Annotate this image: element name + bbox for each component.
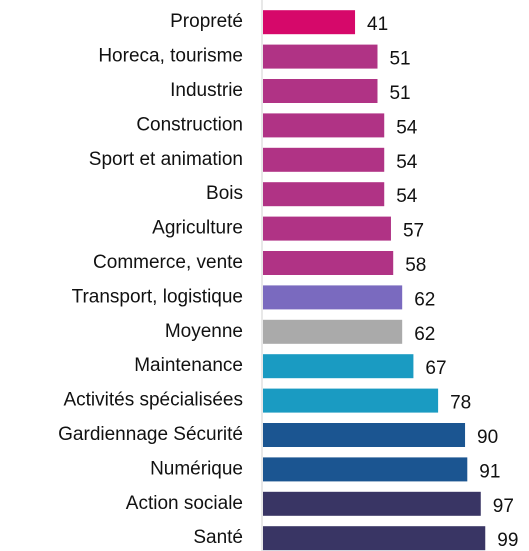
bar xyxy=(263,491,481,516)
value-label: 54 xyxy=(396,152,418,173)
bar xyxy=(263,388,439,413)
bar xyxy=(263,44,378,69)
value-label: 62 xyxy=(414,289,435,310)
category-label: Agriculture xyxy=(152,218,243,239)
category-label: Sport et animation xyxy=(89,149,243,170)
bar xyxy=(263,79,378,103)
category-label: Industrie xyxy=(170,80,243,101)
value-label: 54 xyxy=(396,117,418,138)
bar xyxy=(263,216,391,241)
value-label: 62 xyxy=(414,324,435,345)
category-label: Transport, logistique xyxy=(72,286,243,307)
value-label: 51 xyxy=(389,49,410,70)
bar xyxy=(263,147,385,172)
category-label: Numérique xyxy=(150,458,243,479)
bar xyxy=(263,423,466,447)
bar xyxy=(263,354,414,379)
category-label: Gardiennage Sécurité xyxy=(58,424,243,445)
category-label: Propreté xyxy=(170,11,243,32)
category-label: Maintenance xyxy=(134,355,243,376)
bar xyxy=(263,457,468,482)
category-label: Horeca, tourisme xyxy=(98,46,243,67)
value-label: 54 xyxy=(396,186,418,207)
bar xyxy=(263,251,394,275)
category-label: Moyenne xyxy=(165,321,243,342)
value-label: 99 xyxy=(497,530,518,551)
bar xyxy=(263,113,385,138)
bar xyxy=(263,319,403,344)
bar xyxy=(263,10,356,35)
bar xyxy=(263,285,403,310)
category-label: Activités spécialisées xyxy=(63,390,243,411)
value-label: 41 xyxy=(367,14,388,35)
category-label: Construction xyxy=(136,114,243,135)
bar xyxy=(263,526,486,551)
value-label: 67 xyxy=(425,358,446,379)
category-label: Santé xyxy=(193,527,243,548)
value-label: 58 xyxy=(405,255,426,276)
value-label: 78 xyxy=(450,393,471,414)
category-label: Commerce, vente xyxy=(93,252,243,273)
bar xyxy=(263,182,385,207)
value-label: 97 xyxy=(493,496,514,517)
value-label: 51 xyxy=(389,83,410,104)
category-label: Bois xyxy=(206,183,243,204)
value-label: 91 xyxy=(479,461,500,482)
category-label: Action sociale xyxy=(126,493,243,514)
value-label: 90 xyxy=(477,427,498,448)
value-label: 57 xyxy=(403,221,424,242)
